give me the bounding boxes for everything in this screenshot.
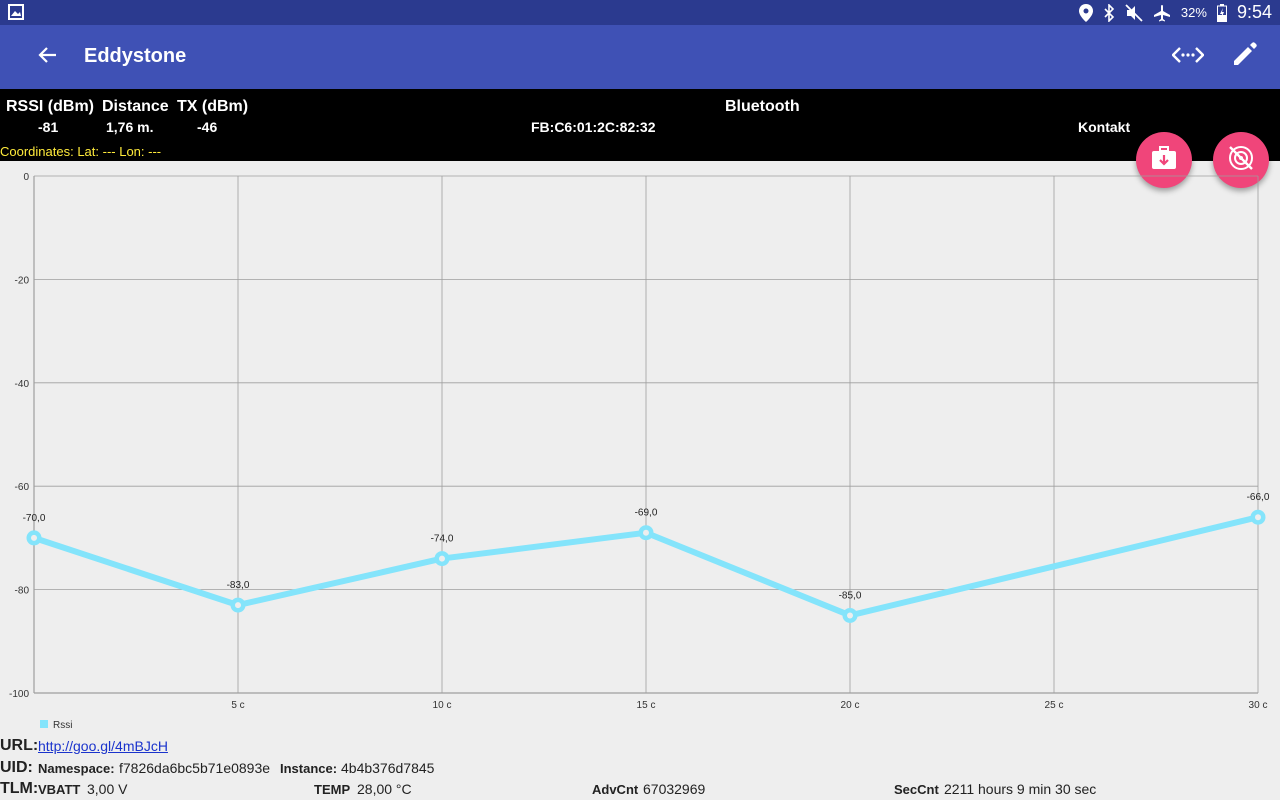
status-icons: 32% 9:54	[1078, 0, 1272, 25]
data-point-center	[31, 534, 37, 541]
location-icon	[1078, 3, 1093, 22]
temp-label: TEMP	[314, 782, 351, 797]
rssi-line-chart: 0 -20 -40 -60 -80 -100 5 c 10 c 15 c 20 c 25 c 30 c…	[9, 172, 1270, 731]
tx-value: -46	[197, 119, 218, 135]
y-tick-label: 0	[23, 172, 29, 183]
data-label: -85,0	[839, 590, 862, 601]
url-label: URL:	[0, 737, 39, 754]
namespace-value: f7826da6bc5b71e0893e	[119, 760, 271, 776]
y-tick-label: -40	[15, 379, 30, 390]
briefcase-download-icon	[1151, 145, 1177, 175]
x-tick-label: 5 c	[231, 700, 244, 711]
image-icon	[8, 4, 24, 20]
battery-text: 32%	[1180, 5, 1207, 20]
y-tick-label: -80	[15, 586, 30, 597]
url-link[interactable]: http://goo.gl/4mBJcH	[38, 738, 168, 754]
uid-label: UID:	[0, 759, 33, 776]
data-point-center	[235, 602, 241, 609]
rssi-label: RSSI (dBm)	[6, 98, 94, 115]
tracking-fab-button[interactable]	[1213, 132, 1269, 188]
beacon-info-panel: RSSI (dBm) -81 Distance 1,76 m. TX (dBm)…	[0, 89, 1280, 161]
status-bar: 32% 9:54	[0, 0, 1280, 25]
mac-address: FB:C6:01:2C:82:32	[531, 119, 656, 135]
coordinates-text: Coordinates: Lat: --- Lon: ---	[0, 144, 162, 159]
vbatt-value: 3,00 V	[87, 781, 128, 797]
back-button[interactable]	[28, 37, 68, 77]
uid-row: UID: Namespace: f7826da6bc5b71e0893e Ins…	[0, 759, 1280, 781]
vendor-name: Kontakt	[1078, 119, 1131, 135]
data-label: -83,0	[227, 580, 250, 591]
y-tick-label: -100	[9, 689, 29, 700]
x-tick-label: 30 c	[1249, 700, 1268, 711]
code-button[interactable]	[1166, 37, 1210, 77]
edit-button[interactable]	[1222, 37, 1266, 77]
legend-swatch	[40, 720, 48, 728]
tlm-label: TLM:	[0, 780, 39, 797]
bluetooth-label: Bluetooth	[725, 98, 800, 115]
distance-label: Distance	[102, 98, 169, 115]
tlm-row: TLM: VBATT 3,00 V TEMP 28,00 °C AdvCnt 6…	[0, 780, 1280, 800]
data-point-center	[847, 612, 853, 619]
url-row: URL: http://goo.gl/4mBJcH	[0, 737, 1280, 759]
legend-label: Rssi	[53, 720, 72, 731]
back-arrow-icon	[38, 45, 58, 70]
battery-charging-icon	[1216, 3, 1227, 22]
x-tick-label: 25 c	[1045, 700, 1064, 711]
app-bar: Eddystone	[0, 25, 1280, 89]
advcnt-label: AdvCnt	[592, 782, 639, 797]
x-tick-label: 15 c	[637, 700, 656, 711]
y-tick-label: -60	[15, 482, 30, 493]
mute-icon	[1125, 3, 1143, 22]
bluetooth-icon	[1103, 3, 1115, 22]
data-point-center	[1255, 514, 1261, 521]
distance-value: 1,76 m.	[106, 119, 154, 135]
airplane-icon	[1153, 4, 1171, 22]
tracking-off-icon	[1227, 144, 1255, 177]
x-tick-label: 10 c	[433, 700, 452, 711]
seccnt-value: 2211 hours 9 min 30 sec	[944, 781, 1097, 797]
data-label: -74,0	[431, 534, 454, 545]
series-line-rssi	[33, 514, 1259, 619]
data-label: -66,0	[1247, 492, 1270, 503]
instance-label: Instance:	[280, 761, 338, 776]
temp-value: 28,00 °C	[357, 781, 412, 797]
clock: 9:54	[1236, 2, 1272, 22]
data-label: -69,0	[635, 508, 658, 519]
page-title: Eddystone	[84, 45, 187, 67]
instance-value: 4b4b376d7845	[341, 760, 435, 776]
vbatt-label: VBATT	[38, 782, 81, 797]
edit-pencil-icon	[1231, 41, 1257, 73]
data-label: -70,0	[23, 513, 46, 524]
data-point-center	[439, 555, 445, 562]
seccnt-label: SecCnt	[894, 782, 939, 797]
data-point-center	[643, 529, 649, 536]
code-icon	[1171, 45, 1205, 70]
save-fab-button[interactable]	[1136, 132, 1192, 188]
y-tick-label: -20	[15, 275, 30, 286]
x-tick-label: 20 c	[841, 700, 860, 711]
advcnt-value: 67032969	[643, 781, 706, 797]
namespace-label: Namespace:	[38, 761, 115, 776]
tx-label: TX (dBm)	[177, 98, 249, 115]
rssi-value: -81	[38, 119, 59, 135]
